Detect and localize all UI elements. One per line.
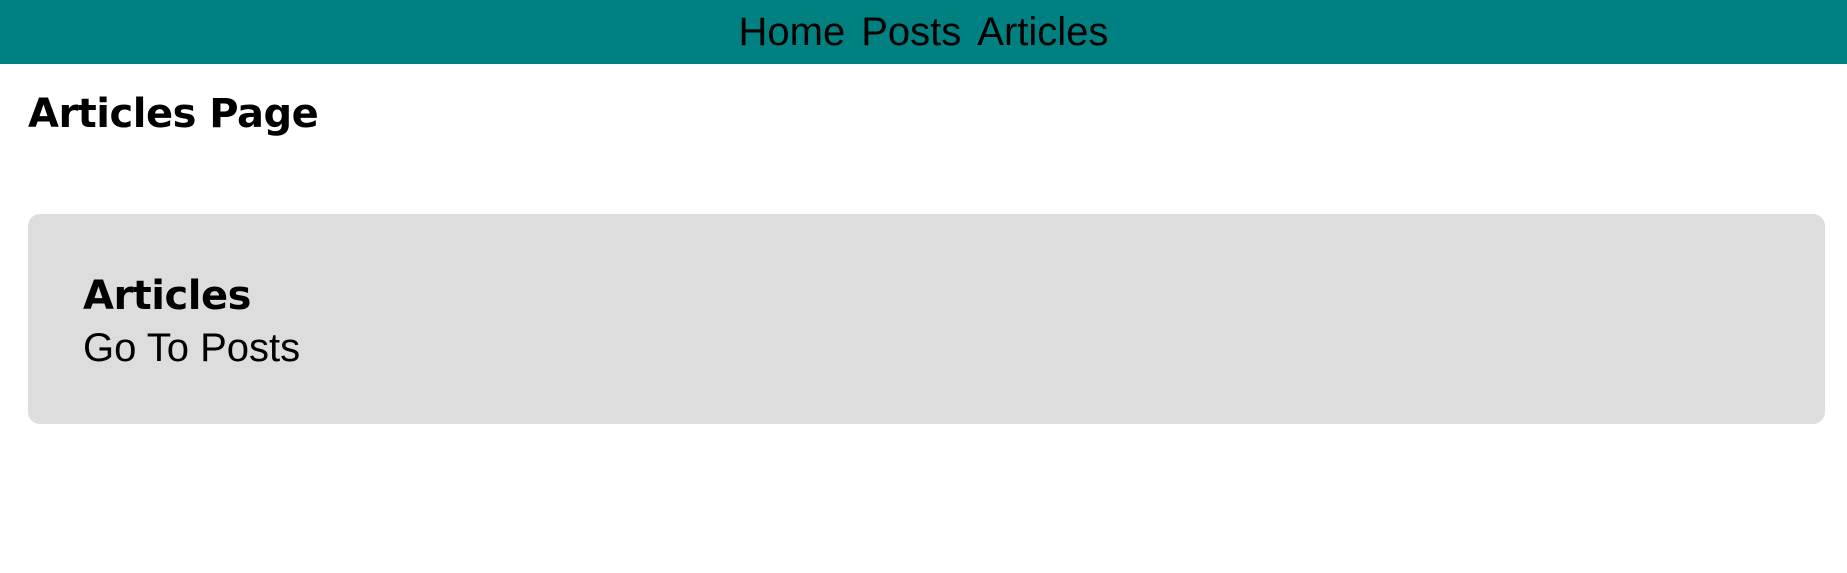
page-title: Articles Page [28,91,319,137]
nav-link-home[interactable]: Home [738,10,846,54]
card-title: Articles [83,273,251,319]
nav-link-articles[interactable]: Articles [977,10,1109,54]
go-to-posts-link[interactable]: Go To Posts [83,326,301,370]
articles-card: Articles Go To Posts [28,214,1825,424]
nav-link-posts[interactable]: Posts [861,10,962,54]
top-navbar: Home Posts Articles [0,0,1847,64]
